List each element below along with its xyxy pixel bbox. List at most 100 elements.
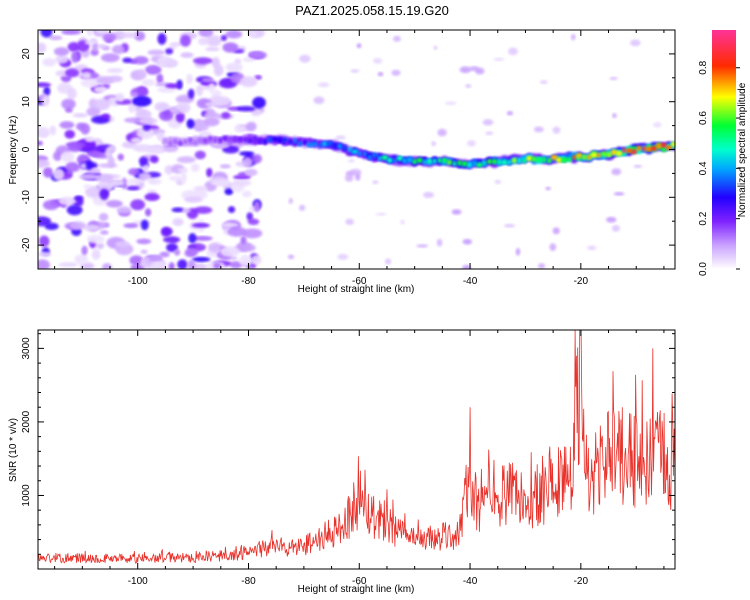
noise-blob <box>213 64 224 77</box>
noise-blob <box>144 208 152 217</box>
noise-blob <box>335 135 346 140</box>
noise-blob <box>571 33 576 41</box>
noise-blob <box>188 232 197 244</box>
ridge-blob <box>600 151 608 157</box>
noise-blob <box>86 106 101 117</box>
noise-blob <box>149 155 159 164</box>
noise-blob <box>245 168 258 176</box>
snr-series-line <box>38 330 675 564</box>
x-tick-label: -20 <box>574 576 589 587</box>
noise-blob <box>156 73 164 84</box>
noise-blob <box>611 168 622 176</box>
noise-blob <box>53 168 65 181</box>
noise-blob <box>142 123 151 131</box>
noise-blob <box>629 39 641 47</box>
noise-blob <box>433 45 438 50</box>
ridge-blob <box>461 161 468 167</box>
ridge-blob <box>318 142 322 149</box>
noise-blob <box>140 249 148 255</box>
ridge-blob <box>208 135 213 142</box>
noise-blob <box>482 119 494 126</box>
y-tick-label: 10 <box>21 96 32 108</box>
noise-blob <box>72 113 88 118</box>
ridge-blob <box>218 137 223 143</box>
noise-blob <box>613 192 625 196</box>
ridge-blob <box>293 138 297 144</box>
noise-blob <box>190 163 200 172</box>
noise-blob <box>466 140 476 147</box>
noise-blob <box>431 141 437 147</box>
noise-blob <box>99 230 109 235</box>
noise-blob <box>317 82 330 88</box>
y-tick-label: 2000 <box>21 410 32 433</box>
noise-blob <box>204 111 219 119</box>
noise-blob <box>61 98 76 110</box>
noise-blob <box>508 47 518 56</box>
noise-blob <box>437 128 447 137</box>
y-tick-label: 20 <box>21 48 32 60</box>
noise-blob <box>633 164 643 168</box>
ridge-blob <box>457 160 462 166</box>
ridge-blob <box>242 136 248 142</box>
noise-blob <box>227 206 236 213</box>
ridge-blob <box>287 138 293 145</box>
ridge-blob <box>342 145 348 151</box>
ridge-blob <box>542 157 547 163</box>
noise-blob <box>64 129 76 139</box>
noise-blob <box>252 154 262 164</box>
noise-blob <box>587 245 597 251</box>
noise-blob <box>247 266 255 269</box>
noise-blob <box>174 249 181 256</box>
noise-blob <box>242 157 253 168</box>
noise-blob <box>193 57 213 65</box>
noise-blob <box>653 122 662 128</box>
noise-blob <box>121 177 128 190</box>
noise-blob <box>611 224 620 232</box>
noise-blob <box>348 158 355 163</box>
noise-blob <box>254 75 262 80</box>
noise-blob <box>150 261 167 269</box>
noise-blob <box>239 76 258 88</box>
noise-blob <box>244 244 256 252</box>
noise-blob <box>540 80 548 85</box>
noise-blob <box>185 247 198 257</box>
noise-blob <box>350 69 360 73</box>
ridge-blob <box>547 157 552 164</box>
noise-blob <box>506 110 514 116</box>
noise-blob <box>111 44 125 55</box>
x-tick-label: -40 <box>463 576 478 587</box>
noise-blob <box>163 236 181 244</box>
noise-blob <box>95 30 109 34</box>
noise-blob <box>485 131 494 136</box>
figure-title: PAZ1.2025.058.15.19.G20 <box>295 3 449 18</box>
ridge-blob <box>406 157 413 163</box>
noise-blob <box>162 145 179 153</box>
noise-blob <box>42 167 53 178</box>
ridge-blob <box>467 161 472 168</box>
colorbar-tick-label: 0.0 <box>698 262 709 276</box>
noise-blob <box>130 137 142 144</box>
noise-blob <box>60 151 75 163</box>
noise-blob <box>127 168 140 176</box>
noise-blob <box>344 173 354 182</box>
noise-blob <box>212 30 228 33</box>
noise-blob <box>38 42 47 53</box>
noise-blob <box>168 262 175 269</box>
ridge-blob <box>491 158 497 165</box>
noise-blob <box>139 117 158 125</box>
colorbar-ticks: 0.0 0.2 0.4 0.6 0.8 <box>698 60 740 276</box>
y-tick-label: 1000 <box>21 484 32 507</box>
ridge-blob <box>535 156 543 163</box>
noise-blob <box>170 110 181 115</box>
noise-blob <box>101 113 111 120</box>
noise-blob <box>84 40 97 45</box>
noise-blob <box>107 75 123 83</box>
noise-blob <box>451 209 462 215</box>
noise-blob <box>205 35 222 47</box>
noise-blob <box>187 88 195 99</box>
noise-blob <box>533 126 544 133</box>
y-tick-label: 0 <box>21 146 32 152</box>
ridge-blob <box>661 142 667 148</box>
ridge-blob <box>422 159 427 165</box>
ridge-blob <box>432 158 437 164</box>
